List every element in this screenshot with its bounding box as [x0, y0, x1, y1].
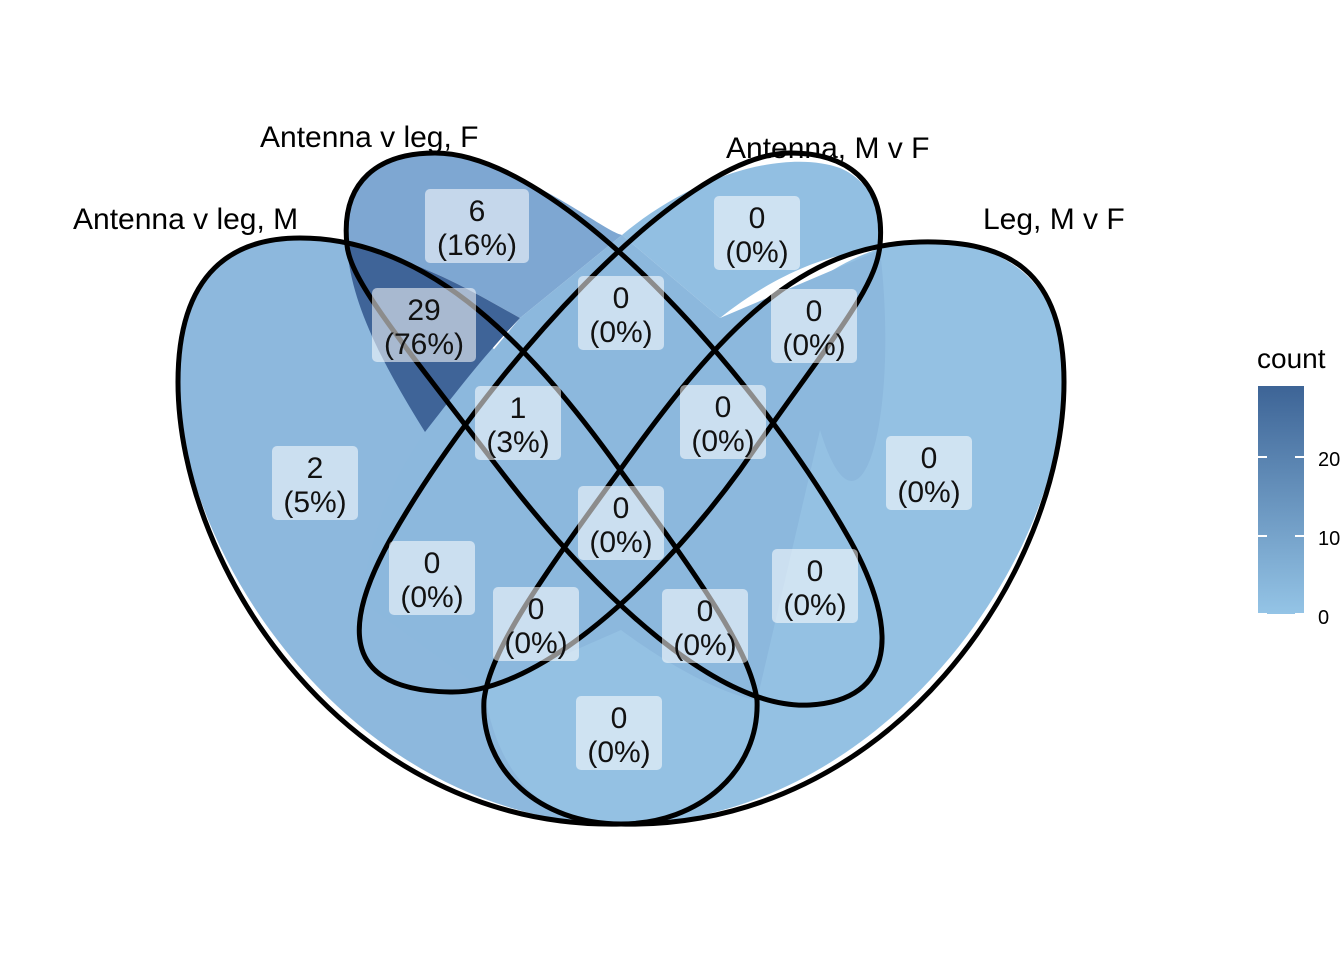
region-label-f-antm: 0 (0%)	[578, 276, 664, 350]
svg-text:0: 0	[424, 547, 441, 580]
set-labels: Antenna v leg, M Antenna v leg, F Antenn…	[73, 121, 1125, 236]
svg-text:6: 6	[469, 195, 486, 228]
svg-text:(0%): (0%)	[691, 425, 754, 458]
svg-text:(0%): (0%)	[587, 736, 650, 769]
set-label-antenna-v-leg-f: Antenna v leg, F	[260, 121, 478, 154]
region-label-m-antm-leg: 0 (0%)	[576, 696, 662, 770]
svg-text:(0%): (0%)	[504, 627, 567, 660]
region-label-m-f-leg: 0 (0%)	[662, 589, 748, 663]
region-labels: 2 (5%) 6 (16%) 0 (0%) 0 (0%) 29 (76%) 0 …	[272, 189, 972, 770]
svg-text:2: 2	[307, 452, 324, 485]
svg-text:(0%): (0%)	[897, 476, 960, 509]
legend-tick-label-0: 0	[1318, 607, 1329, 629]
svg-text:0: 0	[611, 702, 628, 735]
region-label-f-antm-leg: 0 (0%)	[680, 385, 766, 459]
outline-leg-m-v-f	[481, 239, 1067, 827]
legend-colorbar	[1258, 386, 1304, 614]
svg-text:(0%): (0%)	[783, 589, 846, 622]
svg-text:29: 29	[407, 294, 440, 327]
color-legend: count 0 10 20	[1257, 343, 1340, 629]
svg-text:0: 0	[806, 295, 823, 328]
outline-antenna-v-leg-m	[175, 235, 760, 827]
svg-text:0: 0	[715, 391, 732, 424]
svg-text:(16%): (16%)	[437, 229, 517, 262]
svg-text:(5%): (5%)	[283, 486, 346, 519]
region-label-f-only: 6 (16%)	[425, 189, 529, 263]
svg-text:(0%): (0%)	[589, 316, 652, 349]
svg-text:0: 0	[921, 442, 938, 475]
region-label-m-leg: 0 (0%)	[389, 541, 475, 615]
svg-text:0: 0	[613, 492, 630, 525]
region-label-antm-only: 0 (0%)	[714, 196, 800, 270]
region-label-m-f: 29 (76%)	[372, 288, 476, 362]
set-label-antenna-m-v-f: Antenna, M v F	[726, 132, 929, 165]
region-label-antm-leg: 0 (0%)	[771, 289, 857, 363]
region-label-m-only: 2 (5%)	[272, 446, 358, 520]
svg-text:0: 0	[528, 593, 545, 626]
set-label-antenna-v-leg-m: Antenna v leg, M	[73, 203, 298, 236]
svg-text:(0%): (0%)	[725, 236, 788, 269]
svg-text:0: 0	[749, 202, 766, 235]
set-label-leg-m-v-f: Leg, M v F	[983, 203, 1125, 236]
legend-tick-label-10: 10	[1318, 528, 1340, 550]
region-label-leg-only: 0 (0%)	[886, 436, 972, 510]
svg-text:0: 0	[697, 595, 714, 628]
region-label-f-leg: 0 (0%)	[493, 587, 579, 661]
legend-ticks	[1258, 456, 1304, 615]
svg-text:1: 1	[510, 392, 527, 425]
svg-text:0: 0	[613, 282, 630, 315]
region-label-all-four: 0 (0%)	[578, 486, 664, 560]
svg-text:(0%): (0%)	[673, 629, 736, 662]
svg-text:(76%): (76%)	[384, 328, 464, 361]
svg-text:(0%): (0%)	[589, 526, 652, 559]
legend-tick-label-20: 20	[1318, 449, 1340, 471]
region-label-m-antm: 0 (0%)	[772, 549, 858, 623]
svg-text:(3%): (3%)	[486, 426, 549, 459]
svg-text:(0%): (0%)	[400, 581, 463, 614]
legend-title: count	[1257, 343, 1326, 374]
svg-text:0: 0	[807, 555, 824, 588]
region-label-m-f-antm: 1 (3%)	[475, 386, 561, 460]
svg-text:(0%): (0%)	[782, 329, 845, 362]
